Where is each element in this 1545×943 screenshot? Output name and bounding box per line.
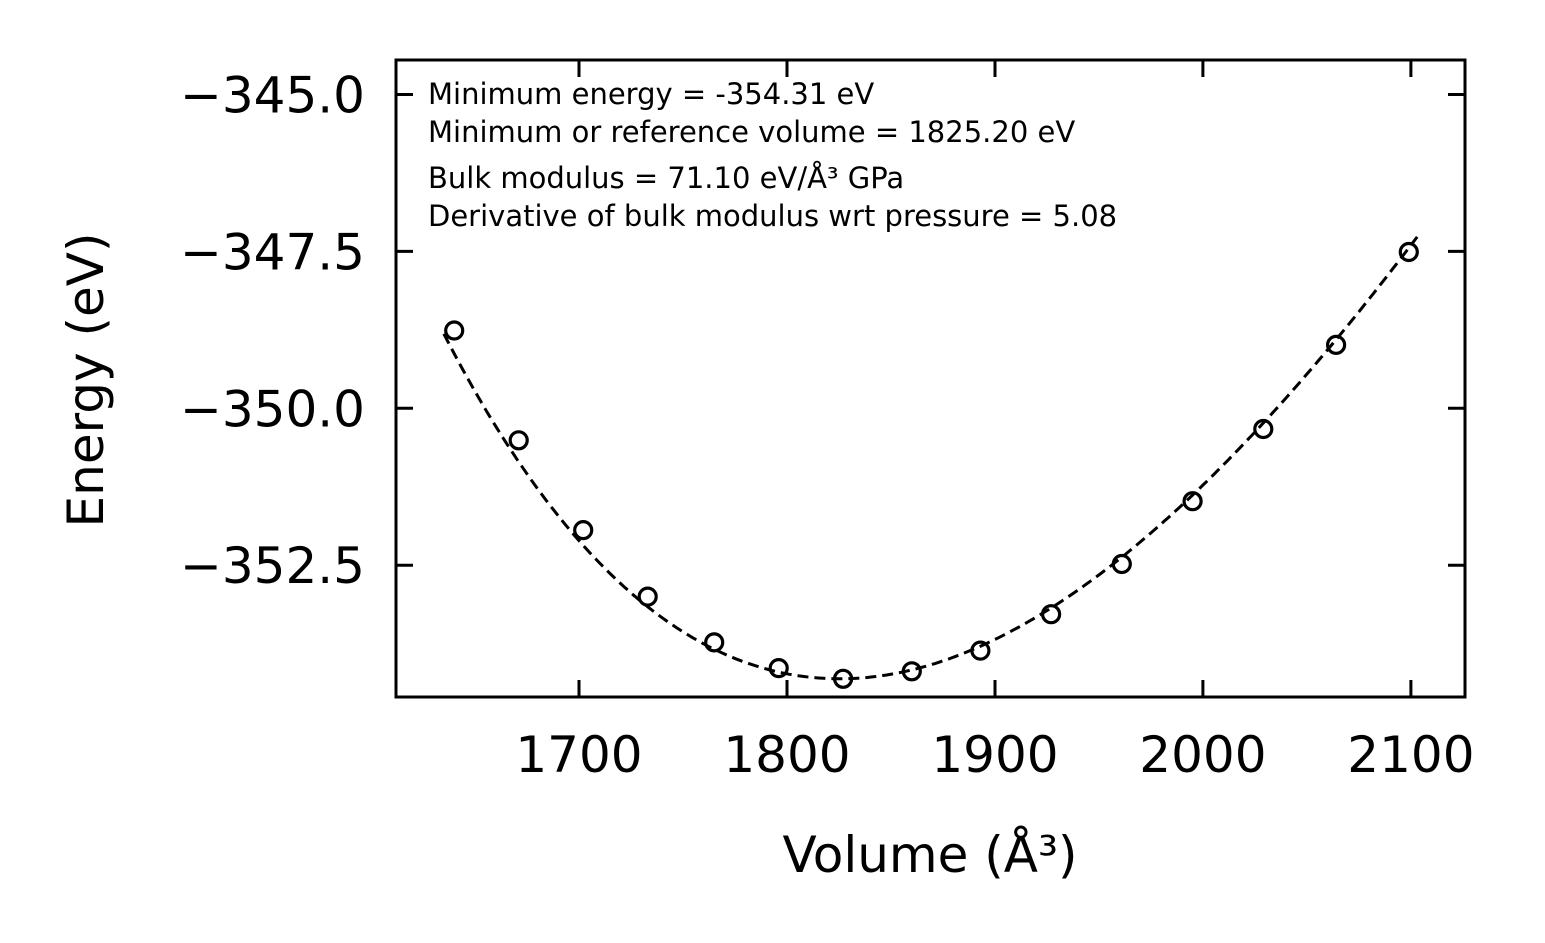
x-tick-label: 2000 [1139,726,1266,784]
data-point [1040,604,1062,625]
annotation-bulk-modulus: Bulk modulus = 71.10 eV/Å³ GPa [428,161,904,195]
x-tick-label: 1800 [723,726,850,784]
data-point [573,519,594,541]
data-point [637,586,658,607]
annotation-block: Minimum energy = -354.31 eV Minimum or r… [428,77,1117,233]
data-point [970,640,991,661]
y-tick-label: −350.0 [180,380,365,438]
data-point [1253,418,1274,440]
data-point [832,668,854,689]
y-axis-label: Energy (eV) [57,233,115,528]
data-point [901,661,922,682]
y-tick-label: −345.0 [180,67,365,125]
data-point [1398,241,1419,263]
annotation-min-energy: Minimum energy = -354.31 eV [428,77,874,111]
y-tick-label: −347.5 [180,223,365,281]
fit-curve [442,235,1419,681]
x-tick-label: 1700 [515,726,642,784]
annotation-min-volume: Minimum or reference volume = 1825.20 eV [428,115,1075,149]
data-point [704,632,725,653]
data-point [1182,491,1203,512]
ticks-layer: 1700 1800 1900 2000 2100 −345.0 −347.5 −350.0 −3… [180,60,1475,784]
data-point [768,657,789,679]
points-layer [444,241,1419,689]
y-tick-label: −352.5 [180,537,365,595]
x-axis-label: Volume (Å³) [782,826,1077,884]
x-tick-label: 2100 [1347,726,1474,784]
fit-layer [442,235,1419,681]
data-point [444,320,465,341]
annotation-bulk-derivative: Derivative of bulk modulus wrt pressure … [428,199,1117,233]
data-point [1325,334,1347,355]
data-point [508,430,529,451]
plot-frame [394,58,1467,699]
data-point [1111,553,1132,575]
x-tick-label: 1900 [931,726,1058,784]
